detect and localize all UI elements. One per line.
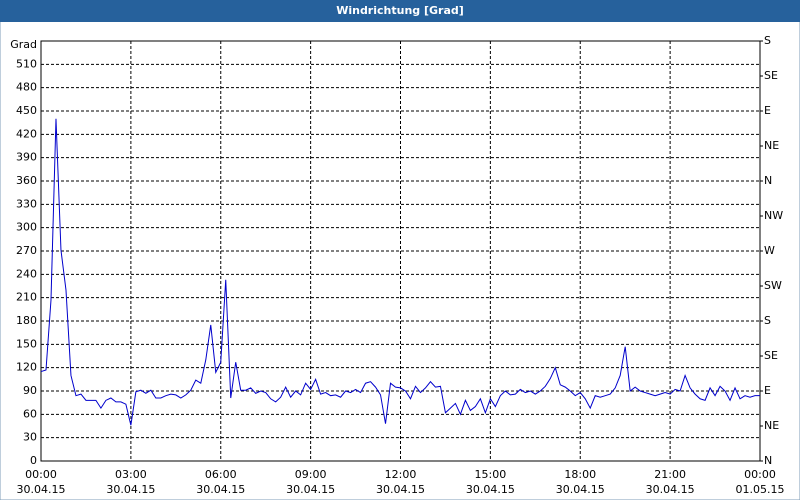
y2-tick-label: S — [764, 34, 771, 47]
y-tick-label: 30 — [23, 431, 37, 444]
x-tick-label: 06:00 — [205, 468, 237, 481]
x-tick-label: 00:00 — [744, 468, 776, 481]
y2-tick-label: NW — [764, 209, 783, 222]
x-tick-date: 30.04.15 — [286, 483, 335, 496]
y-tick-label: 90 — [23, 384, 37, 397]
y-tick-label: 450 — [16, 104, 37, 117]
x-tick-label: 00:00 — [25, 468, 57, 481]
data-line — [40, 118, 760, 426]
y-tick-label: 60 — [23, 407, 37, 420]
y-tick-label: 240 — [16, 267, 37, 280]
x-tick-label: 12:00 — [385, 468, 417, 481]
x-tick-date: 30.04.15 — [466, 483, 515, 496]
y-tick-label: 0 — [30, 454, 37, 467]
y-tick-label: 150 — [16, 337, 37, 350]
y2-tick-label: SE — [764, 349, 778, 362]
y-tick-label: 180 — [16, 314, 37, 327]
y-tick-label: 360 — [16, 174, 37, 187]
y-tick-label: 510 — [16, 57, 37, 70]
x-tick-date: 30.04.15 — [376, 483, 425, 496]
y2-tick-label: N — [764, 174, 772, 187]
x-tick-date: 30.04.15 — [17, 483, 66, 496]
y-tick-label: 390 — [16, 151, 37, 164]
y-axis-label: Grad — [10, 38, 37, 51]
y-tick-label: 270 — [16, 244, 37, 257]
x-tick-date: 30.04.15 — [196, 483, 245, 496]
plot-border — [40, 40, 761, 462]
x-tick-label: 03:00 — [115, 468, 147, 481]
y-tick-label: 330 — [16, 197, 37, 210]
x-tick-date: 30.04.15 — [646, 483, 695, 496]
y2-tick-label: E — [764, 104, 771, 117]
x-tick-label: 09:00 — [295, 468, 327, 481]
x-tick-label: 15:00 — [475, 468, 507, 481]
y2-tick-label: E — [764, 384, 771, 397]
y2-tick-label: S — [764, 314, 771, 327]
y-tick-label: 480 — [16, 81, 37, 94]
y-tick-label: 420 — [16, 127, 37, 140]
y2-tick-label: SW — [764, 279, 782, 292]
y2-tick-label: NE — [764, 139, 779, 152]
chart-title: Windrichtung [Grad] — [336, 4, 464, 17]
x-tick-date: 30.04.15 — [106, 483, 155, 496]
y2-tick-label: SE — [764, 69, 778, 82]
y-tick-label: 300 — [16, 221, 37, 234]
title-bar — [0, 0, 800, 22]
y2-tick-label: NE — [764, 419, 779, 432]
x-tick-date: 01.05.15 — [736, 483, 785, 496]
y2-tick-label: W — [764, 244, 775, 257]
x-tick-label: 21:00 — [654, 468, 686, 481]
y-tick-label: 210 — [16, 291, 37, 304]
y-tick-label: 120 — [16, 361, 37, 374]
x-tick-date: 30.04.15 — [556, 483, 605, 496]
y2-tick-label: N — [764, 454, 772, 467]
x-tick-label: 18:00 — [564, 468, 596, 481]
